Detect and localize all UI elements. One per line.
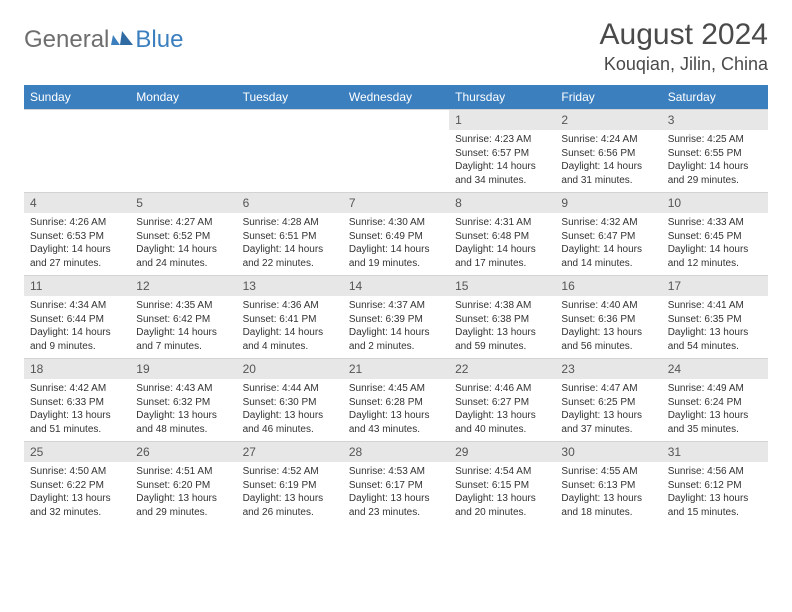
day-number-row: 11121314151617 [24,276,768,297]
day-number-cell: 29 [449,442,555,463]
day-detail-cell: Sunrise: 4:51 AM Sunset: 6:20 PM Dayligh… [130,462,236,524]
title-block: August 2024 Kouqian, Jilin, China [600,18,768,75]
calendar-page: General Blue August 2024 Kouqian, Jilin,… [0,0,792,534]
day-detail-cell: Sunrise: 4:34 AM Sunset: 6:44 PM Dayligh… [24,296,130,359]
day-number-cell: 26 [130,442,236,463]
day-detail-cell: Sunrise: 4:43 AM Sunset: 6:32 PM Dayligh… [130,379,236,442]
day-detail-cell: Sunrise: 4:54 AM Sunset: 6:15 PM Dayligh… [449,462,555,524]
day-detail-cell [343,130,449,193]
day-detail-cell: Sunrise: 4:36 AM Sunset: 6:41 PM Dayligh… [237,296,343,359]
calendar-table: Sunday Monday Tuesday Wednesday Thursday… [24,85,768,524]
day-number-cell: 28 [343,442,449,463]
day-number-cell: 3 [662,110,768,131]
day-number-cell [24,110,130,131]
day-detail-cell: Sunrise: 4:55 AM Sunset: 6:13 PM Dayligh… [555,462,661,524]
day-number-cell: 13 [237,276,343,297]
day-detail-cell: Sunrise: 4:53 AM Sunset: 6:17 PM Dayligh… [343,462,449,524]
weekday-header: Tuesday [237,85,343,110]
day-detail-cell: Sunrise: 4:52 AM Sunset: 6:19 PM Dayligh… [237,462,343,524]
day-number-cell: 25 [24,442,130,463]
day-number-cell: 9 [555,193,661,214]
page-header: General Blue August 2024 Kouqian, Jilin,… [24,18,768,75]
day-detail-cell: Sunrise: 4:46 AM Sunset: 6:27 PM Dayligh… [449,379,555,442]
day-number-cell: 22 [449,359,555,380]
day-detail-cell: Sunrise: 4:37 AM Sunset: 6:39 PM Dayligh… [343,296,449,359]
day-detail-cell: Sunrise: 4:30 AM Sunset: 6:49 PM Dayligh… [343,213,449,276]
day-number-cell: 14 [343,276,449,297]
day-number-row: 123 [24,110,768,131]
day-detail-cell [130,130,236,193]
day-number-cell: 31 [662,442,768,463]
day-number-cell [237,110,343,131]
day-number-cell: 20 [237,359,343,380]
day-number-cell: 16 [555,276,661,297]
day-detail-cell: Sunrise: 4:47 AM Sunset: 6:25 PM Dayligh… [555,379,661,442]
weekday-header: Monday [130,85,236,110]
day-detail-cell: Sunrise: 4:23 AM Sunset: 6:57 PM Dayligh… [449,130,555,193]
day-number-cell [130,110,236,131]
day-number-row: 25262728293031 [24,442,768,463]
month-title: August 2024 [600,18,768,52]
day-detail-cell: Sunrise: 4:27 AM Sunset: 6:52 PM Dayligh… [130,213,236,276]
day-detail-cell: Sunrise: 4:41 AM Sunset: 6:35 PM Dayligh… [662,296,768,359]
day-detail-row: Sunrise: 4:23 AM Sunset: 6:57 PM Dayligh… [24,130,768,193]
day-number-cell: 30 [555,442,661,463]
day-number-cell: 24 [662,359,768,380]
day-number-cell: 19 [130,359,236,380]
day-detail-cell: Sunrise: 4:33 AM Sunset: 6:45 PM Dayligh… [662,213,768,276]
day-detail-row: Sunrise: 4:26 AM Sunset: 6:53 PM Dayligh… [24,213,768,276]
brand-name-part1: General [24,26,109,54]
location-label: Kouqian, Jilin, China [600,54,768,75]
flag-icon [111,31,133,49]
day-number-row: 45678910 [24,193,768,214]
day-number-cell: 15 [449,276,555,297]
day-number-row: 18192021222324 [24,359,768,380]
day-number-cell: 7 [343,193,449,214]
day-number-cell: 12 [130,276,236,297]
day-number-cell: 8 [449,193,555,214]
day-detail-cell: Sunrise: 4:28 AM Sunset: 6:51 PM Dayligh… [237,213,343,276]
day-number-cell: 27 [237,442,343,463]
day-detail-cell [24,130,130,193]
day-detail-cell: Sunrise: 4:31 AM Sunset: 6:48 PM Dayligh… [449,213,555,276]
day-detail-cell: Sunrise: 4:24 AM Sunset: 6:56 PM Dayligh… [555,130,661,193]
calendar-header-row: Sunday Monday Tuesday Wednesday Thursday… [24,85,768,110]
day-detail-row: Sunrise: 4:50 AM Sunset: 6:22 PM Dayligh… [24,462,768,524]
day-detail-cell [237,130,343,193]
day-number-cell: 10 [662,193,768,214]
weekday-header: Sunday [24,85,130,110]
day-number-cell: 11 [24,276,130,297]
day-detail-cell: Sunrise: 4:38 AM Sunset: 6:38 PM Dayligh… [449,296,555,359]
day-number-cell: 6 [237,193,343,214]
day-detail-row: Sunrise: 4:42 AM Sunset: 6:33 PM Dayligh… [24,379,768,442]
weekday-header: Wednesday [343,85,449,110]
weekday-header: Saturday [662,85,768,110]
brand-logo: General Blue [24,18,183,54]
day-number-cell: 5 [130,193,236,214]
day-detail-cell: Sunrise: 4:56 AM Sunset: 6:12 PM Dayligh… [662,462,768,524]
day-number-cell: 23 [555,359,661,380]
day-number-cell: 21 [343,359,449,380]
day-detail-cell: Sunrise: 4:32 AM Sunset: 6:47 PM Dayligh… [555,213,661,276]
day-detail-cell: Sunrise: 4:25 AM Sunset: 6:55 PM Dayligh… [662,130,768,193]
day-detail-cell: Sunrise: 4:49 AM Sunset: 6:24 PM Dayligh… [662,379,768,442]
day-detail-cell: Sunrise: 4:42 AM Sunset: 6:33 PM Dayligh… [24,379,130,442]
day-detail-row: Sunrise: 4:34 AM Sunset: 6:44 PM Dayligh… [24,296,768,359]
day-number-cell: 1 [449,110,555,131]
day-detail-cell: Sunrise: 4:40 AM Sunset: 6:36 PM Dayligh… [555,296,661,359]
day-number-cell [343,110,449,131]
day-number-cell: 18 [24,359,130,380]
day-detail-cell: Sunrise: 4:26 AM Sunset: 6:53 PM Dayligh… [24,213,130,276]
day-detail-cell: Sunrise: 4:45 AM Sunset: 6:28 PM Dayligh… [343,379,449,442]
brand-name-part2: Blue [135,26,183,54]
day-detail-cell: Sunrise: 4:44 AM Sunset: 6:30 PM Dayligh… [237,379,343,442]
day-number-cell: 2 [555,110,661,131]
day-number-cell: 4 [24,193,130,214]
day-detail-cell: Sunrise: 4:50 AM Sunset: 6:22 PM Dayligh… [24,462,130,524]
calendar-body: 123Sunrise: 4:23 AM Sunset: 6:57 PM Dayl… [24,110,768,525]
weekday-header: Thursday [449,85,555,110]
day-number-cell: 17 [662,276,768,297]
day-detail-cell: Sunrise: 4:35 AM Sunset: 6:42 PM Dayligh… [130,296,236,359]
weekday-header: Friday [555,85,661,110]
